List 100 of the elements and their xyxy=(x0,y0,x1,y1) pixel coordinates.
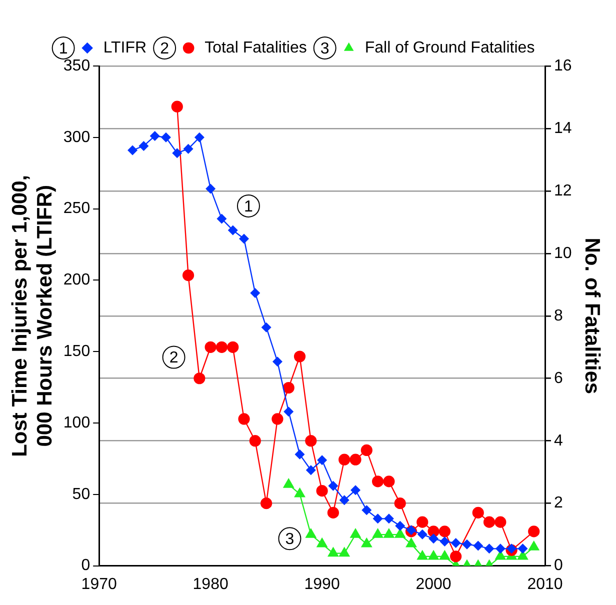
point xyxy=(372,476,384,488)
point xyxy=(272,413,284,425)
y-tick-label: 250 xyxy=(63,200,90,218)
point xyxy=(416,516,428,528)
point xyxy=(483,516,496,528)
y2-tick-label: 16 xyxy=(554,57,572,74)
point xyxy=(484,544,494,554)
y2-tick-label: 8 xyxy=(554,307,564,324)
point xyxy=(238,413,250,425)
point xyxy=(394,498,406,510)
point xyxy=(206,184,216,194)
legend-label: Fall of Ground Fatalities xyxy=(364,39,535,56)
point xyxy=(138,140,149,151)
point xyxy=(383,476,395,488)
point xyxy=(216,214,227,224)
y2-tick-label: 2 xyxy=(554,494,564,512)
point xyxy=(172,148,182,158)
point xyxy=(194,372,206,384)
point xyxy=(494,516,506,528)
y2-tick-label: 12 xyxy=(554,182,572,200)
y2-tick-label: 10 xyxy=(554,244,572,262)
point xyxy=(362,505,372,516)
y-tick-label: 350 xyxy=(63,57,90,74)
annotation: 1 xyxy=(244,198,254,216)
point xyxy=(372,514,383,524)
y2-axis-title: No. of Fatalities xyxy=(580,238,604,394)
point xyxy=(282,382,294,394)
point xyxy=(406,537,417,548)
annotation: 3 xyxy=(285,531,294,548)
point xyxy=(183,144,194,154)
point xyxy=(360,537,372,548)
point xyxy=(194,132,204,142)
point xyxy=(160,132,171,142)
point xyxy=(316,537,328,548)
legend-label: LTIFR xyxy=(103,39,147,56)
point xyxy=(350,528,362,538)
point xyxy=(473,540,484,551)
point xyxy=(372,528,384,538)
point xyxy=(438,526,450,538)
point xyxy=(428,534,439,544)
text: 3 xyxy=(320,40,330,58)
point xyxy=(282,478,294,488)
point xyxy=(239,234,250,244)
point xyxy=(528,526,540,538)
point xyxy=(416,550,428,560)
point xyxy=(440,536,450,547)
point xyxy=(227,341,239,353)
point xyxy=(128,145,138,156)
point xyxy=(462,539,472,550)
point xyxy=(384,514,394,524)
point xyxy=(305,528,317,538)
point xyxy=(249,435,261,447)
point xyxy=(472,506,484,518)
y2-tick-label: 14 xyxy=(554,120,572,137)
point xyxy=(328,480,338,491)
point xyxy=(305,435,317,447)
point xyxy=(327,506,339,518)
point xyxy=(250,288,260,298)
point xyxy=(518,544,528,554)
point xyxy=(294,350,306,362)
point xyxy=(350,485,360,496)
point xyxy=(294,487,306,498)
point xyxy=(294,449,305,460)
point xyxy=(327,546,339,557)
point xyxy=(339,495,350,506)
y2-tick-label: 0 xyxy=(554,557,564,574)
point xyxy=(316,485,328,497)
point xyxy=(528,540,540,550)
point xyxy=(417,529,428,540)
y2-tick-label: 6 xyxy=(554,370,564,387)
y-axis-title: Lost Time Injuries per 1,000, 000 Hours Worked (LTIFR) xyxy=(8,174,57,457)
point xyxy=(272,356,282,367)
text: 2 xyxy=(160,40,170,58)
y-tick-label: 150 xyxy=(63,343,90,360)
text: 1 xyxy=(58,40,68,58)
point xyxy=(317,455,328,466)
point xyxy=(428,550,440,560)
point xyxy=(350,454,362,466)
point xyxy=(204,341,216,353)
point xyxy=(260,498,272,510)
point xyxy=(495,544,506,554)
point xyxy=(360,444,372,456)
point xyxy=(338,546,350,557)
point xyxy=(284,406,294,417)
point xyxy=(228,225,238,236)
y-tick-label: 300 xyxy=(63,128,90,146)
legend-label: Total Fatalities xyxy=(204,39,307,56)
y-tick-label: 50 xyxy=(72,486,90,503)
point xyxy=(450,538,461,548)
point xyxy=(261,322,272,332)
y2-tick-label: 4 xyxy=(554,432,564,450)
point xyxy=(450,550,462,562)
annotation: 2 xyxy=(169,350,178,367)
y-tick-label: 100 xyxy=(63,414,90,432)
point xyxy=(338,454,350,466)
point xyxy=(216,341,228,353)
x-tick-label: 1970 xyxy=(81,576,117,593)
y-tick-label: 0 xyxy=(81,557,90,574)
point xyxy=(395,520,406,531)
point xyxy=(182,269,194,282)
